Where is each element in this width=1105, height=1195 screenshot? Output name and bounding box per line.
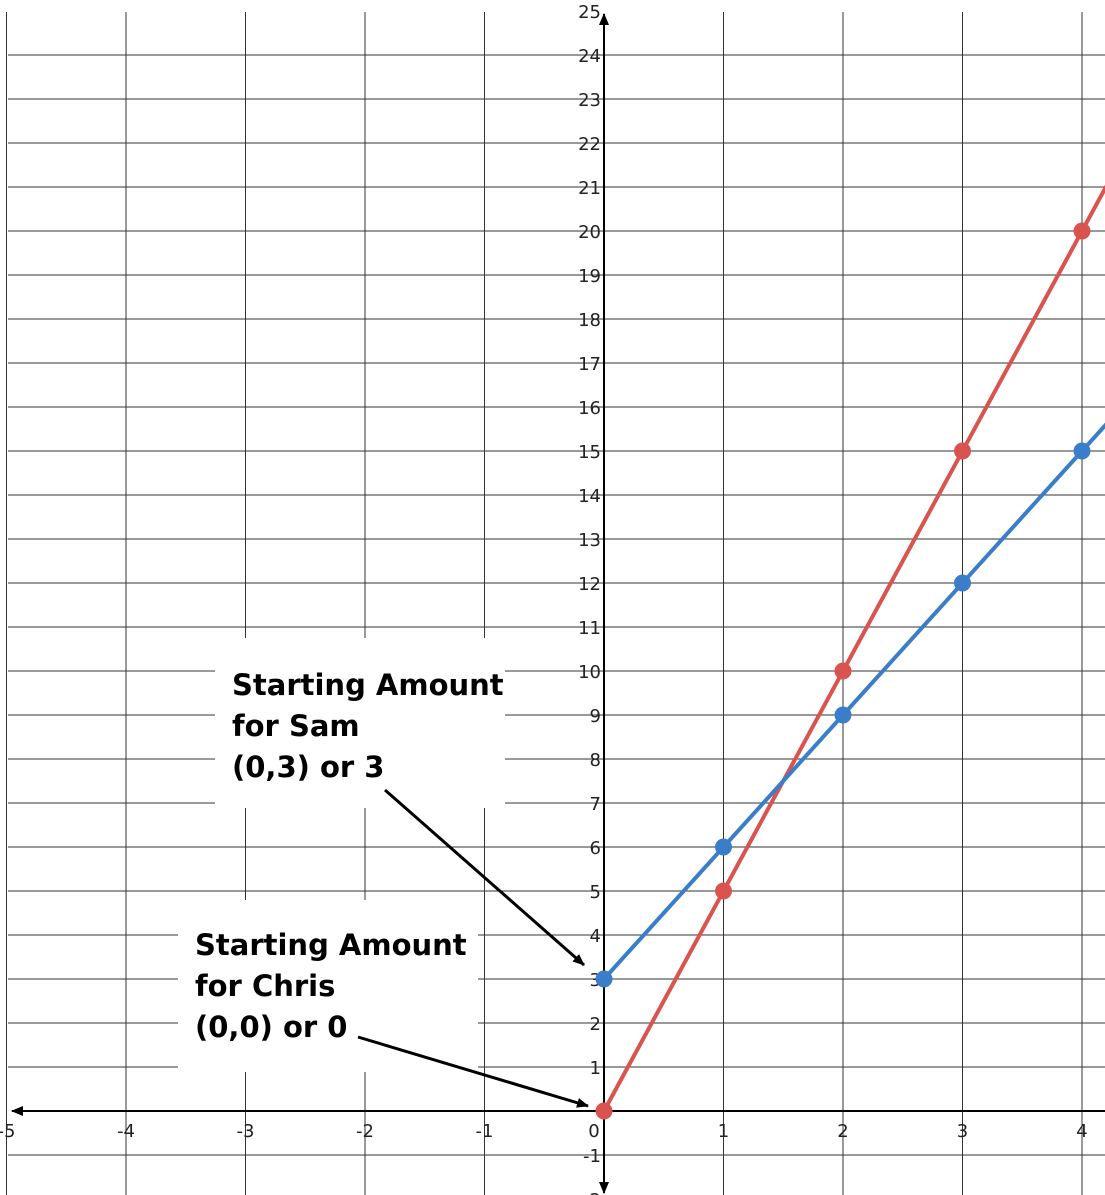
series-1-point [834, 662, 852, 680]
y-tick-label: -2 [583, 1190, 601, 1195]
y-tick-label: 18 [578, 310, 601, 331]
series-2-point [954, 574, 971, 592]
y-tick-label: 2 [590, 1014, 601, 1035]
annotation-arrow [357, 1035, 589, 1108]
series-1-point [595, 1102, 613, 1120]
annotations: Starting Amount for Sam (0,3) or 3 Starting… [178, 638, 589, 1108]
y-tick-label: 21 [578, 178, 601, 199]
annotation-text: (0,0) or 0 [195, 1010, 347, 1044]
y-tick-label: 1 [590, 1058, 601, 1079]
y-tick-label: 15 [578, 442, 601, 463]
series-2-point [834, 706, 852, 724]
grid-lines [6, 12, 1105, 1195]
x-tick-label: -4 [117, 1121, 135, 1142]
y-tick-label: 10 [578, 662, 601, 683]
y-tick-label: 11 [578, 618, 601, 639]
y-tick-label: 22 [578, 134, 601, 155]
series-1-point [715, 882, 732, 900]
x-tick-label: 0 [588, 1121, 599, 1142]
annotation-background [215, 638, 505, 808]
annotation-text: Starting Amount [195, 928, 467, 962]
y-tick-label: 7 [590, 794, 601, 815]
x-tick-label: -3 [237, 1121, 255, 1142]
y-tick-label: 17 [578, 354, 601, 375]
y-tick-label: 20 [578, 222, 601, 243]
annotation-background [178, 900, 478, 1072]
series-2-point [1073, 442, 1091, 460]
series-line-2 [602, 422, 1105, 981]
series-1-point [1073, 222, 1091, 240]
y-tick-label: 3 [590, 970, 601, 991]
y-tick-label: 8 [590, 750, 601, 771]
x-tick-label: -1 [476, 1121, 494, 1142]
y-tick-label: 25 [578, 2, 601, 23]
axes [11, 13, 1105, 1194]
x-tick-label: 2 [837, 1121, 848, 1142]
series-2-point [595, 970, 613, 988]
series-2-point [715, 838, 732, 856]
annotation-text: for Chris [195, 969, 335, 1003]
y-tick-label: -1 [583, 1146, 601, 1167]
x-tick-label: 1 [718, 1121, 729, 1142]
annotation-text: (0,3) or 3 [232, 750, 384, 784]
y-tick-label: 24 [578, 46, 601, 67]
y-tick-label: 13 [578, 530, 601, 551]
annotation-text: Starting Amount [232, 668, 504, 702]
y-tick-label: 4 [590, 926, 601, 947]
series-1-point [954, 442, 971, 460]
y-tick-label: 23 [578, 90, 601, 111]
x-tick-label: -5 [0, 1121, 15, 1142]
series-line-1 [602, 185, 1105, 1113]
annotation-text: for Sam [232, 709, 360, 743]
x-tick-label: -2 [356, 1121, 374, 1142]
y-tick-label: 16 [578, 398, 601, 419]
y-tick-label: 5 [590, 882, 601, 903]
y-tick-label: 6 [590, 838, 601, 859]
y-tick-label: 9 [590, 706, 601, 727]
x-tick-label: 4 [1076, 1121, 1087, 1142]
x-tick-label: 3 [957, 1121, 968, 1142]
y-tick-label: 14 [578, 486, 601, 507]
data-series [595, 185, 1105, 1120]
y-tick-label: 12 [578, 574, 601, 595]
annotation-arrow [384, 788, 585, 967]
y-tick-label: 19 [578, 266, 601, 287]
